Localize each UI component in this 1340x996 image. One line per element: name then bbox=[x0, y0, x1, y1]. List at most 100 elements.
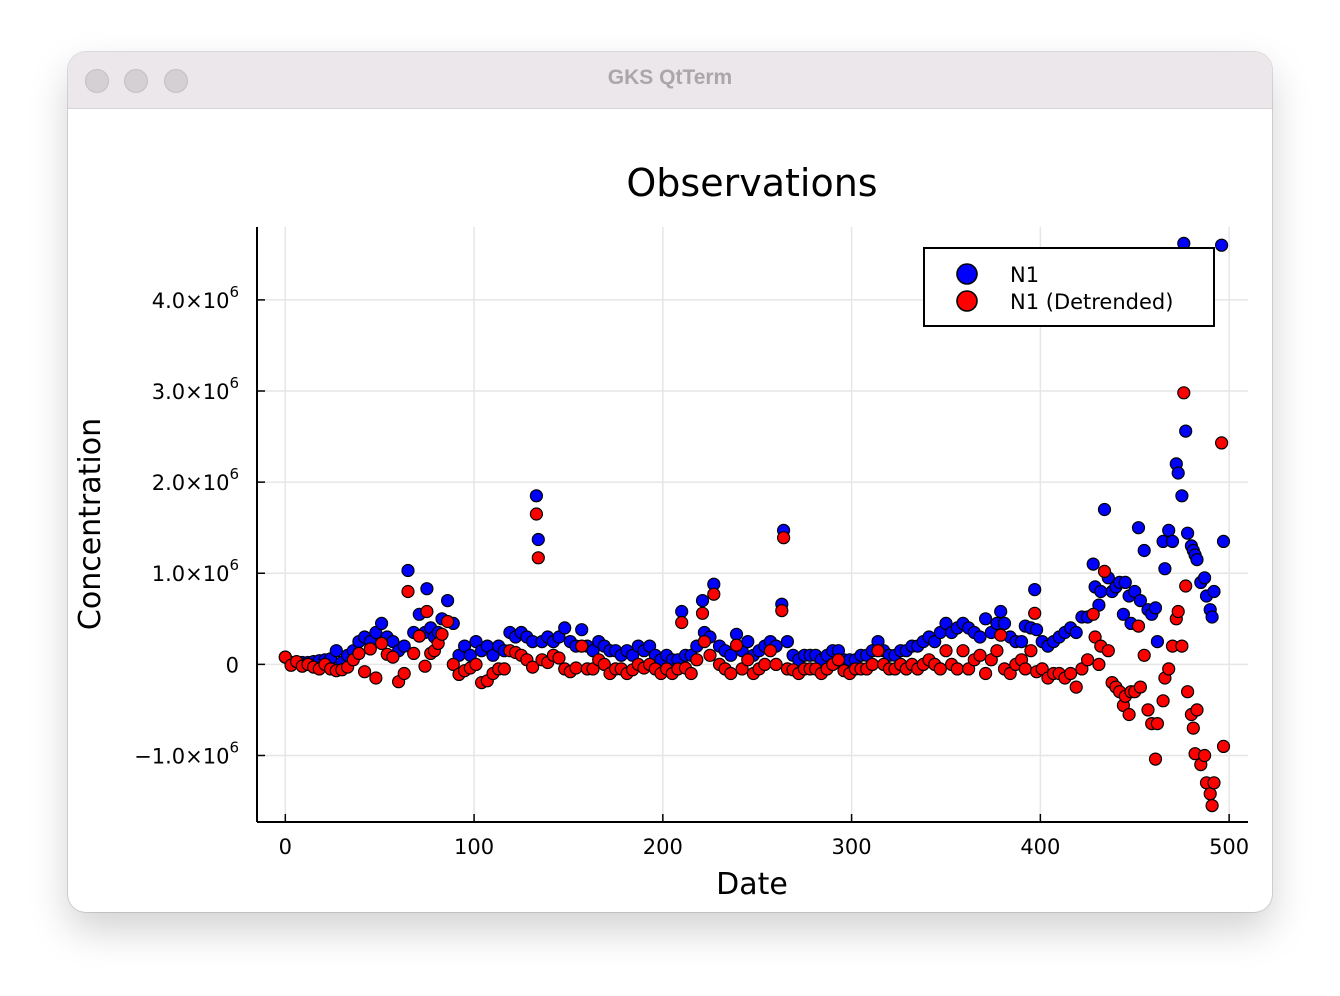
n1-point bbox=[1179, 424, 1193, 438]
plot-window: GKS QtTerm Observations 0 100 200 300 400 500… bbox=[68, 52, 1272, 912]
n1-detrended-point bbox=[741, 653, 755, 667]
n1-detrended-point bbox=[1162, 662, 1176, 676]
n1-detrended-point bbox=[1141, 703, 1155, 717]
n1-point bbox=[1197, 571, 1212, 585]
n1-detrended-point bbox=[352, 646, 366, 661]
x-tick-label: 300 bbox=[832, 835, 872, 859]
n1-detrended-point bbox=[758, 657, 772, 672]
n1-detrended-point bbox=[703, 648, 717, 662]
n1-detrended-point bbox=[401, 584, 415, 599]
close-window-button[interactable] bbox=[85, 69, 109, 93]
n1-detrended-point bbox=[529, 507, 543, 521]
n1-detrended-point bbox=[1137, 648, 1151, 662]
n1-point bbox=[558, 621, 572, 635]
n1-detrended-point bbox=[575, 639, 589, 653]
legend-label-n1-detrended: N1 (Detrended) bbox=[1010, 290, 1173, 314]
n1-detrended-point bbox=[763, 644, 778, 658]
n1-point bbox=[1190, 553, 1204, 567]
n1-point bbox=[529, 489, 543, 503]
n1-detrended-point bbox=[707, 587, 721, 601]
n1-point bbox=[1165, 534, 1180, 548]
n1-detrended-point bbox=[950, 662, 964, 676]
n1-point bbox=[1207, 584, 1221, 599]
n1-detrended-point bbox=[1179, 579, 1193, 593]
n1-detrended-point bbox=[973, 648, 987, 662]
n1-point bbox=[397, 639, 411, 653]
n1-point bbox=[1014, 634, 1029, 649]
n1-detrended-point bbox=[1080, 653, 1095, 667]
n1-point bbox=[1214, 238, 1229, 252]
n1-detrended-point bbox=[684, 666, 698, 681]
n1-detrended-point bbox=[1205, 798, 1219, 813]
y-tick-label: 1.0×106 bbox=[152, 556, 239, 586]
x-tick-label: 500 bbox=[1209, 835, 1249, 859]
n1-detrended-point bbox=[1180, 685, 1195, 699]
n1-detrended-point bbox=[1214, 436, 1229, 450]
n1-detrended-point bbox=[412, 629, 426, 643]
n1-point bbox=[1216, 534, 1231, 548]
n1-detrended-point bbox=[1216, 739, 1231, 754]
n1-point bbox=[741, 634, 755, 649]
n1-point bbox=[531, 532, 545, 547]
n1-detrended-point bbox=[697, 634, 712, 649]
n1-point bbox=[1148, 601, 1163, 615]
n1-detrended-point bbox=[871, 644, 885, 658]
n1-detrended-point bbox=[363, 642, 377, 656]
n1-point bbox=[978, 612, 993, 626]
zoom-window-button[interactable] bbox=[164, 69, 188, 93]
n1-detrended-point bbox=[1018, 662, 1032, 676]
n1-point bbox=[1029, 623, 1044, 637]
x-tick-label: 400 bbox=[1020, 835, 1060, 859]
legend-marker-n1-detrended bbox=[956, 290, 978, 312]
n1-point bbox=[973, 630, 987, 644]
n1-detrended-point bbox=[695, 606, 710, 620]
n1-detrended-point bbox=[994, 628, 1008, 642]
axes bbox=[256, 227, 1248, 823]
n1-detrended-point bbox=[776, 531, 791, 545]
n1-point bbox=[1028, 583, 1042, 597]
n1-point bbox=[1205, 610, 1219, 624]
n1-detrended-point bbox=[1207, 776, 1221, 790]
n1-detrended-point bbox=[831, 653, 846, 667]
n1-point bbox=[994, 604, 1008, 619]
n1-detrended-point bbox=[420, 604, 434, 619]
n1-detrended-point bbox=[1122, 707, 1136, 722]
n1-detrended-point bbox=[1024, 644, 1038, 658]
n1-point bbox=[1171, 466, 1185, 480]
n1-point bbox=[401, 563, 415, 578]
n1-detrended-point bbox=[552, 651, 566, 665]
n1-point bbox=[441, 594, 455, 608]
tick-labels: 0 100 200 300 400 500 −1.0×106 0 1.0×106 2.0×106 3… bbox=[134, 283, 1249, 859]
n1-point bbox=[1158, 562, 1172, 576]
n1-point bbox=[1118, 575, 1132, 589]
minimize-window-button[interactable] bbox=[124, 69, 148, 93]
legend-marker-n1 bbox=[956, 263, 978, 285]
n1-detrended-point bbox=[675, 615, 689, 630]
n1-point bbox=[1150, 634, 1165, 649]
n1-detrended-point bbox=[1156, 694, 1170, 708]
legend: N1 N1 (Detrended) bbox=[923, 247, 1215, 327]
n1-detrended-point bbox=[1063, 666, 1078, 681]
n1-detrended-point bbox=[1150, 716, 1165, 731]
n1-detrended-point bbox=[1101, 644, 1115, 658]
n1-detrended-point bbox=[1069, 680, 1083, 694]
n1-detrended-point bbox=[1190, 703, 1204, 717]
n1-point bbox=[1133, 594, 1148, 608]
y-axis-label: Concentration bbox=[73, 418, 108, 630]
n1-detrended-point bbox=[690, 653, 704, 667]
x-tick-label: 200 bbox=[643, 835, 683, 859]
n1-point bbox=[1069, 625, 1083, 640]
n1-point bbox=[575, 623, 589, 637]
data-points bbox=[278, 236, 1231, 813]
n1-point bbox=[1180, 526, 1195, 540]
n1-point bbox=[420, 582, 434, 596]
legend-label-n1: N1 bbox=[1010, 263, 1039, 287]
n1-detrended-point bbox=[1171, 604, 1185, 619]
n1-detrended-point bbox=[407, 646, 421, 661]
chart-title: Observations bbox=[626, 161, 877, 205]
n1-point bbox=[1097, 502, 1112, 517]
n1-detrended-point bbox=[1203, 787, 1217, 801]
legend-box bbox=[923, 247, 1215, 327]
title-bar[interactable]: GKS QtTerm bbox=[68, 52, 1272, 109]
n1-point bbox=[1137, 543, 1151, 558]
